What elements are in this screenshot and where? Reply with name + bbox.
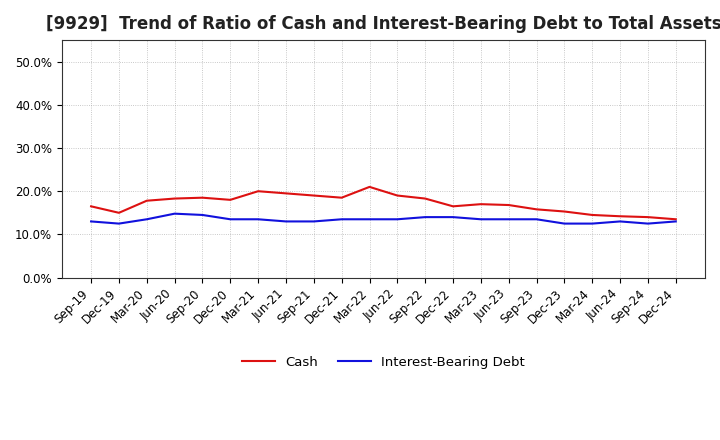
Interest-Bearing Debt [532, 216, 541, 222]
Interest-Bearing Debt [588, 221, 597, 226]
Cash [171, 196, 179, 201]
Interest-Bearing Debt [449, 214, 457, 220]
Interest-Bearing Debt [254, 216, 263, 222]
Interest-Bearing Debt [198, 213, 207, 218]
Interest-Bearing Debt [644, 221, 652, 226]
Interest-Bearing Debt [282, 219, 290, 224]
Cash [477, 202, 485, 207]
Interest-Bearing Debt [393, 216, 402, 222]
Cash [672, 216, 680, 222]
Interest-Bearing Debt [310, 219, 318, 224]
Cash [560, 209, 569, 214]
Interest-Bearing Debt [672, 219, 680, 224]
Cash [143, 198, 151, 203]
Interest-Bearing Debt [616, 219, 624, 224]
Interest-Bearing Debt [505, 216, 513, 222]
Line: Cash: Cash [91, 187, 676, 219]
Cash [393, 193, 402, 198]
Line: Interest-Bearing Debt: Interest-Bearing Debt [91, 214, 676, 224]
Title: [9929]  Trend of Ratio of Cash and Interest-Bearing Debt to Total Assets: [9929] Trend of Ratio of Cash and Intere… [45, 15, 720, 33]
Interest-Bearing Debt [143, 216, 151, 222]
Interest-Bearing Debt [421, 214, 430, 220]
Cash [87, 204, 96, 209]
Cash [114, 210, 123, 216]
Cash [532, 207, 541, 212]
Interest-Bearing Debt [560, 221, 569, 226]
Interest-Bearing Debt [87, 219, 96, 224]
Interest-Bearing Debt [338, 216, 346, 222]
Cash [588, 213, 597, 218]
Cash [421, 196, 430, 201]
Interest-Bearing Debt [171, 211, 179, 216]
Interest-Bearing Debt [226, 216, 235, 222]
Cash [226, 197, 235, 202]
Cash [365, 184, 374, 190]
Cash [282, 191, 290, 196]
Cash [644, 214, 652, 220]
Interest-Bearing Debt [477, 216, 485, 222]
Cash [505, 202, 513, 208]
Cash [254, 189, 263, 194]
Cash [338, 195, 346, 200]
Interest-Bearing Debt [114, 221, 123, 226]
Cash [616, 213, 624, 219]
Interest-Bearing Debt [365, 216, 374, 222]
Cash [449, 204, 457, 209]
Cash [198, 195, 207, 200]
Cash [310, 193, 318, 198]
Legend: Cash, Interest-Bearing Debt: Cash, Interest-Bearing Debt [236, 351, 531, 374]
